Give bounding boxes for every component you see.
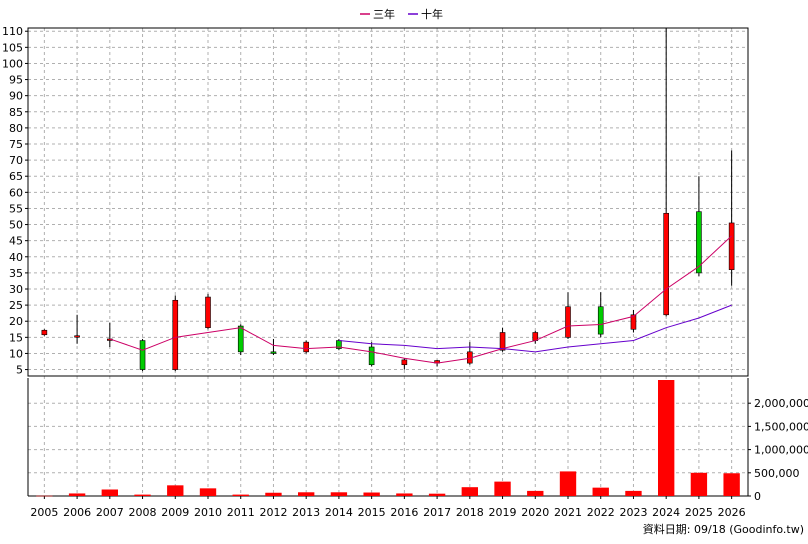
x-tick-label: 2011 <box>227 506 255 519</box>
candle-body <box>74 335 80 338</box>
volume-bar <box>36 495 53 497</box>
price-tick-label: 50 <box>9 219 23 232</box>
x-tick-label: 2005 <box>30 506 58 519</box>
x-tick-label: 2012 <box>259 506 287 519</box>
x-tick-label: 2006 <box>63 506 91 519</box>
candle-body <box>237 325 244 353</box>
price-tick-label: 85 <box>9 106 23 119</box>
price-tick-label: 90 <box>9 90 23 103</box>
candle-body <box>728 222 735 270</box>
series-line-three-year <box>109 235 732 364</box>
x-tick-label: 2009 <box>161 506 189 519</box>
x-tick-label: 2024 <box>652 506 680 519</box>
x-tick-label: 2013 <box>292 506 320 519</box>
x-tick-label: 2008 <box>129 506 157 519</box>
x-tick-label: 2023 <box>619 506 647 519</box>
x-tick-label: 2007 <box>96 506 124 519</box>
price-tick-label: 60 <box>9 186 23 199</box>
source-note: 資料日期: 09/18 (Goodinfo.tw) <box>643 522 804 536</box>
price-tick-label: 30 <box>9 283 23 296</box>
price-tick-label: 75 <box>9 138 23 151</box>
price-tick-label: 20 <box>9 315 23 328</box>
x-tick-label: 2019 <box>489 506 517 519</box>
volume-bar <box>330 492 348 496</box>
price-tick-label: 55 <box>9 202 23 215</box>
volume-bar <box>101 489 118 496</box>
x-tick-label: 2020 <box>521 506 549 519</box>
volume-bar <box>723 473 740 496</box>
x-tick-label: 2010 <box>194 506 222 519</box>
price-panel-frame <box>27 27 749 377</box>
x-tick-label: 2021 <box>554 506 582 519</box>
volume-bar <box>658 380 675 496</box>
volume-bar <box>232 494 249 496</box>
x-tick-label: 2016 <box>390 506 418 519</box>
candle-body <box>597 306 604 335</box>
volume-bar <box>68 493 86 496</box>
volume-bar <box>461 487 478 496</box>
x-tick-label: 2018 <box>456 506 484 519</box>
x-tick-label: 2022 <box>587 506 615 519</box>
price-tick-label: 65 <box>9 170 23 183</box>
volume-bar <box>167 485 184 496</box>
volume-tick-label: 2,000,000 <box>754 397 808 410</box>
candle-body <box>696 211 702 274</box>
price-tick-label: 40 <box>9 251 23 264</box>
candle-body <box>499 332 506 351</box>
candle-body <box>172 299 179 370</box>
candle-body <box>270 351 277 354</box>
x-tick-label: 2025 <box>685 506 713 519</box>
volume-tick-label: 1,500,000 <box>754 420 808 433</box>
legend-label: 十年 <box>421 7 443 21</box>
candle-body <box>565 306 571 338</box>
volume-bar <box>625 490 642 496</box>
volume-bar <box>134 494 151 496</box>
candle-body <box>41 329 48 336</box>
volume-bar <box>527 490 544 496</box>
volume-bar <box>396 493 413 496</box>
x-tick-label: 2015 <box>358 506 386 519</box>
price-tick-label: 105 <box>2 41 23 54</box>
price-tick-label: 95 <box>9 74 23 87</box>
x-tick-label: 2026 <box>718 506 746 519</box>
candle-body <box>303 341 309 353</box>
volume-tick-label: 1,000,000 <box>754 444 808 457</box>
volume-bar <box>592 487 609 496</box>
volume-bar <box>428 493 446 496</box>
volume-bar <box>298 492 315 496</box>
volume-bar <box>199 488 217 496</box>
price-tick-label: 45 <box>9 235 23 248</box>
price-tick-label: 110 <box>2 25 23 38</box>
x-tick-label: 2014 <box>325 506 353 519</box>
price-tick-label: 25 <box>9 299 23 312</box>
volume-tick-label: 0 <box>754 490 761 503</box>
candle-body <box>368 346 375 366</box>
series-line-ten-year <box>338 304 732 353</box>
price-tick-label: 5 <box>16 364 23 377</box>
price-tick-label: 10 <box>9 347 23 360</box>
price-tick-label: 15 <box>9 331 23 344</box>
volume-bar <box>690 472 708 496</box>
candle-body <box>401 359 408 366</box>
x-tick-label: 2017 <box>423 506 451 519</box>
price-tick-label: 80 <box>9 122 23 135</box>
volume-tick-label: 500,000 <box>754 467 800 480</box>
volume-bar <box>265 492 282 496</box>
price-tick-label: 35 <box>9 267 23 280</box>
volume-bar <box>363 492 380 496</box>
volume-bar <box>494 481 511 496</box>
legend-label: 三年 <box>373 7 395 21</box>
volume-bar <box>559 471 577 496</box>
candle-body <box>205 296 211 328</box>
candle-body <box>139 340 146 370</box>
candle-body <box>663 212 669 316</box>
price-tick-label: 100 <box>2 57 23 70</box>
candle-body <box>630 314 637 330</box>
price-tick-label: 70 <box>9 154 23 167</box>
